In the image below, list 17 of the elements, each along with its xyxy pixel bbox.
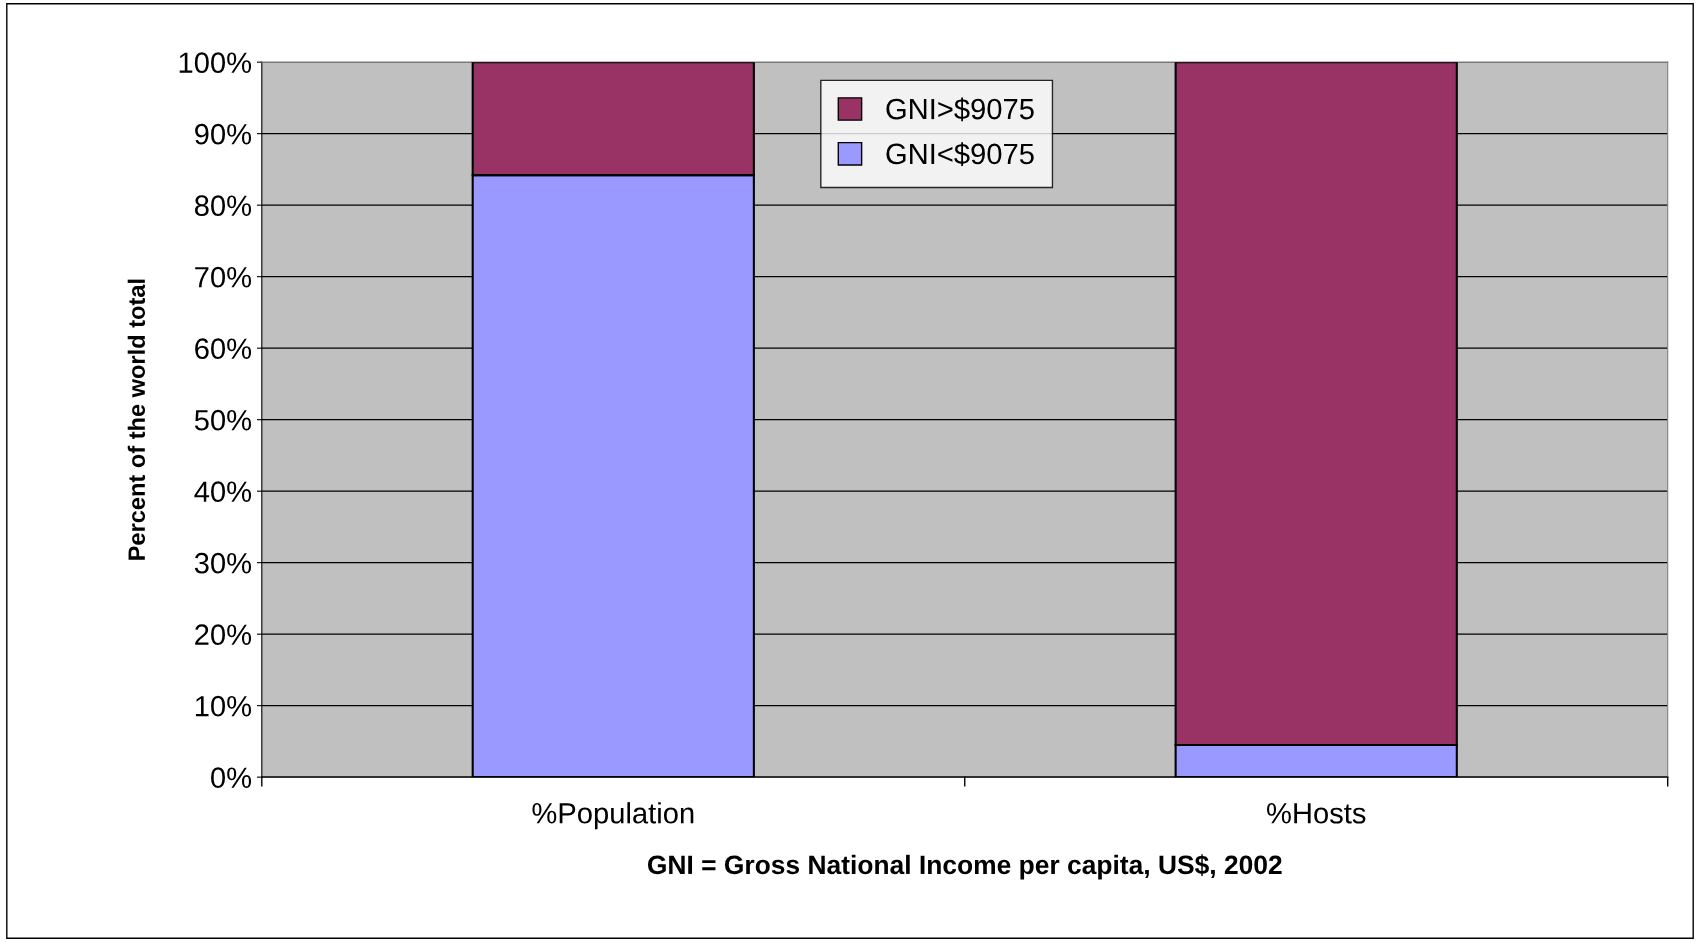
y-tick-label: 80% — [194, 195, 252, 217]
x-tick-label: %Population — [532, 802, 694, 830]
y-axis-title: Percent of the world total — [127, 279, 146, 560]
y-tick-label: 10% — [195, 695, 252, 717]
y-tick-label: 40% — [194, 481, 252, 503]
x-tick-label: %Hosts — [1267, 803, 1366, 824]
x-axis-title: GNI = Gross National Income per capita, US$, 2002 — [647, 854, 1282, 880]
y-tick-label: 60% — [195, 338, 252, 360]
y-tick-label: 100% — [179, 52, 252, 74]
y-tick-label: 90% — [195, 123, 252, 145]
y-tick-label: 70% — [195, 266, 252, 288]
y-tick-label: 50% — [194, 409, 252, 431]
y-tick-label: 20% — [195, 624, 252, 646]
y-tick-label: 0% — [211, 767, 252, 789]
y-tick-label: 30% — [194, 552, 252, 574]
legend-label: GNI<$9075 — [886, 142, 1034, 166]
legend-label: GNI>$9075 — [886, 97, 1034, 122]
